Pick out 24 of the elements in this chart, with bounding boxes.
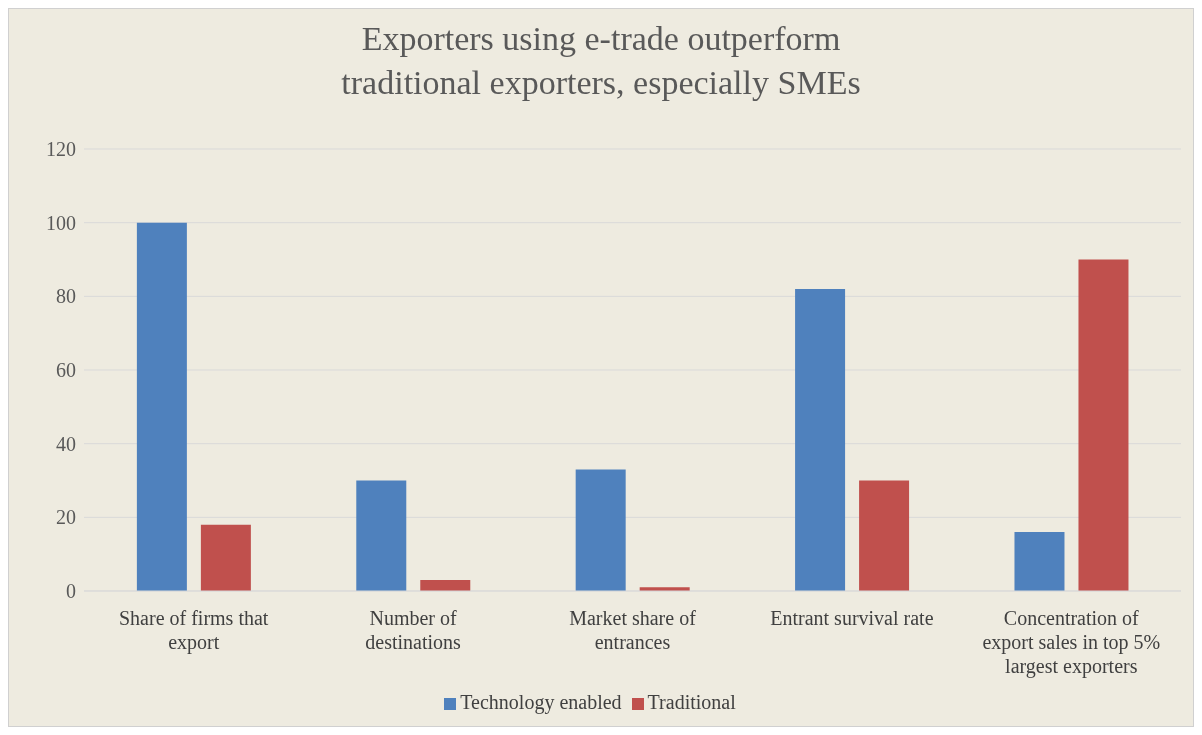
x-tick-label: Share of firms that export: [119, 607, 269, 654]
bar: [795, 288, 846, 591]
y-tick-label: 40: [56, 432, 76, 455]
legend-label: Technology enabled: [460, 691, 622, 713]
chart-title: Exporters using e-trade outperform traditional exporters, especially SMEs: [340, 19, 862, 103]
bar: [859, 480, 910, 591]
bar: [420, 579, 471, 591]
x-tick-label: Concentration of export sales in top 5% largest exporters: [982, 607, 1161, 678]
bar: [1014, 532, 1065, 591]
bar: [1078, 259, 1129, 591]
bar: [356, 480, 407, 591]
bar: [575, 469, 626, 591]
y-tick-label: 0: [66, 580, 76, 603]
bar: [200, 524, 251, 591]
y-tick-label: 60: [56, 359, 76, 382]
x-tick-label: Entrant survival rate: [770, 607, 934, 629]
y-tick-label: 100: [46, 211, 76, 234]
y-tick-label: 120: [46, 138, 76, 161]
y-tick-label: 20: [56, 506, 76, 529]
bar: [136, 222, 187, 591]
x-tick-label: Market share of entrances: [569, 607, 697, 653]
x-tick-label: Number of destinations: [365, 607, 462, 653]
legend-label: Traditional: [647, 691, 736, 713]
y-tick-label: 80: [56, 285, 76, 308]
